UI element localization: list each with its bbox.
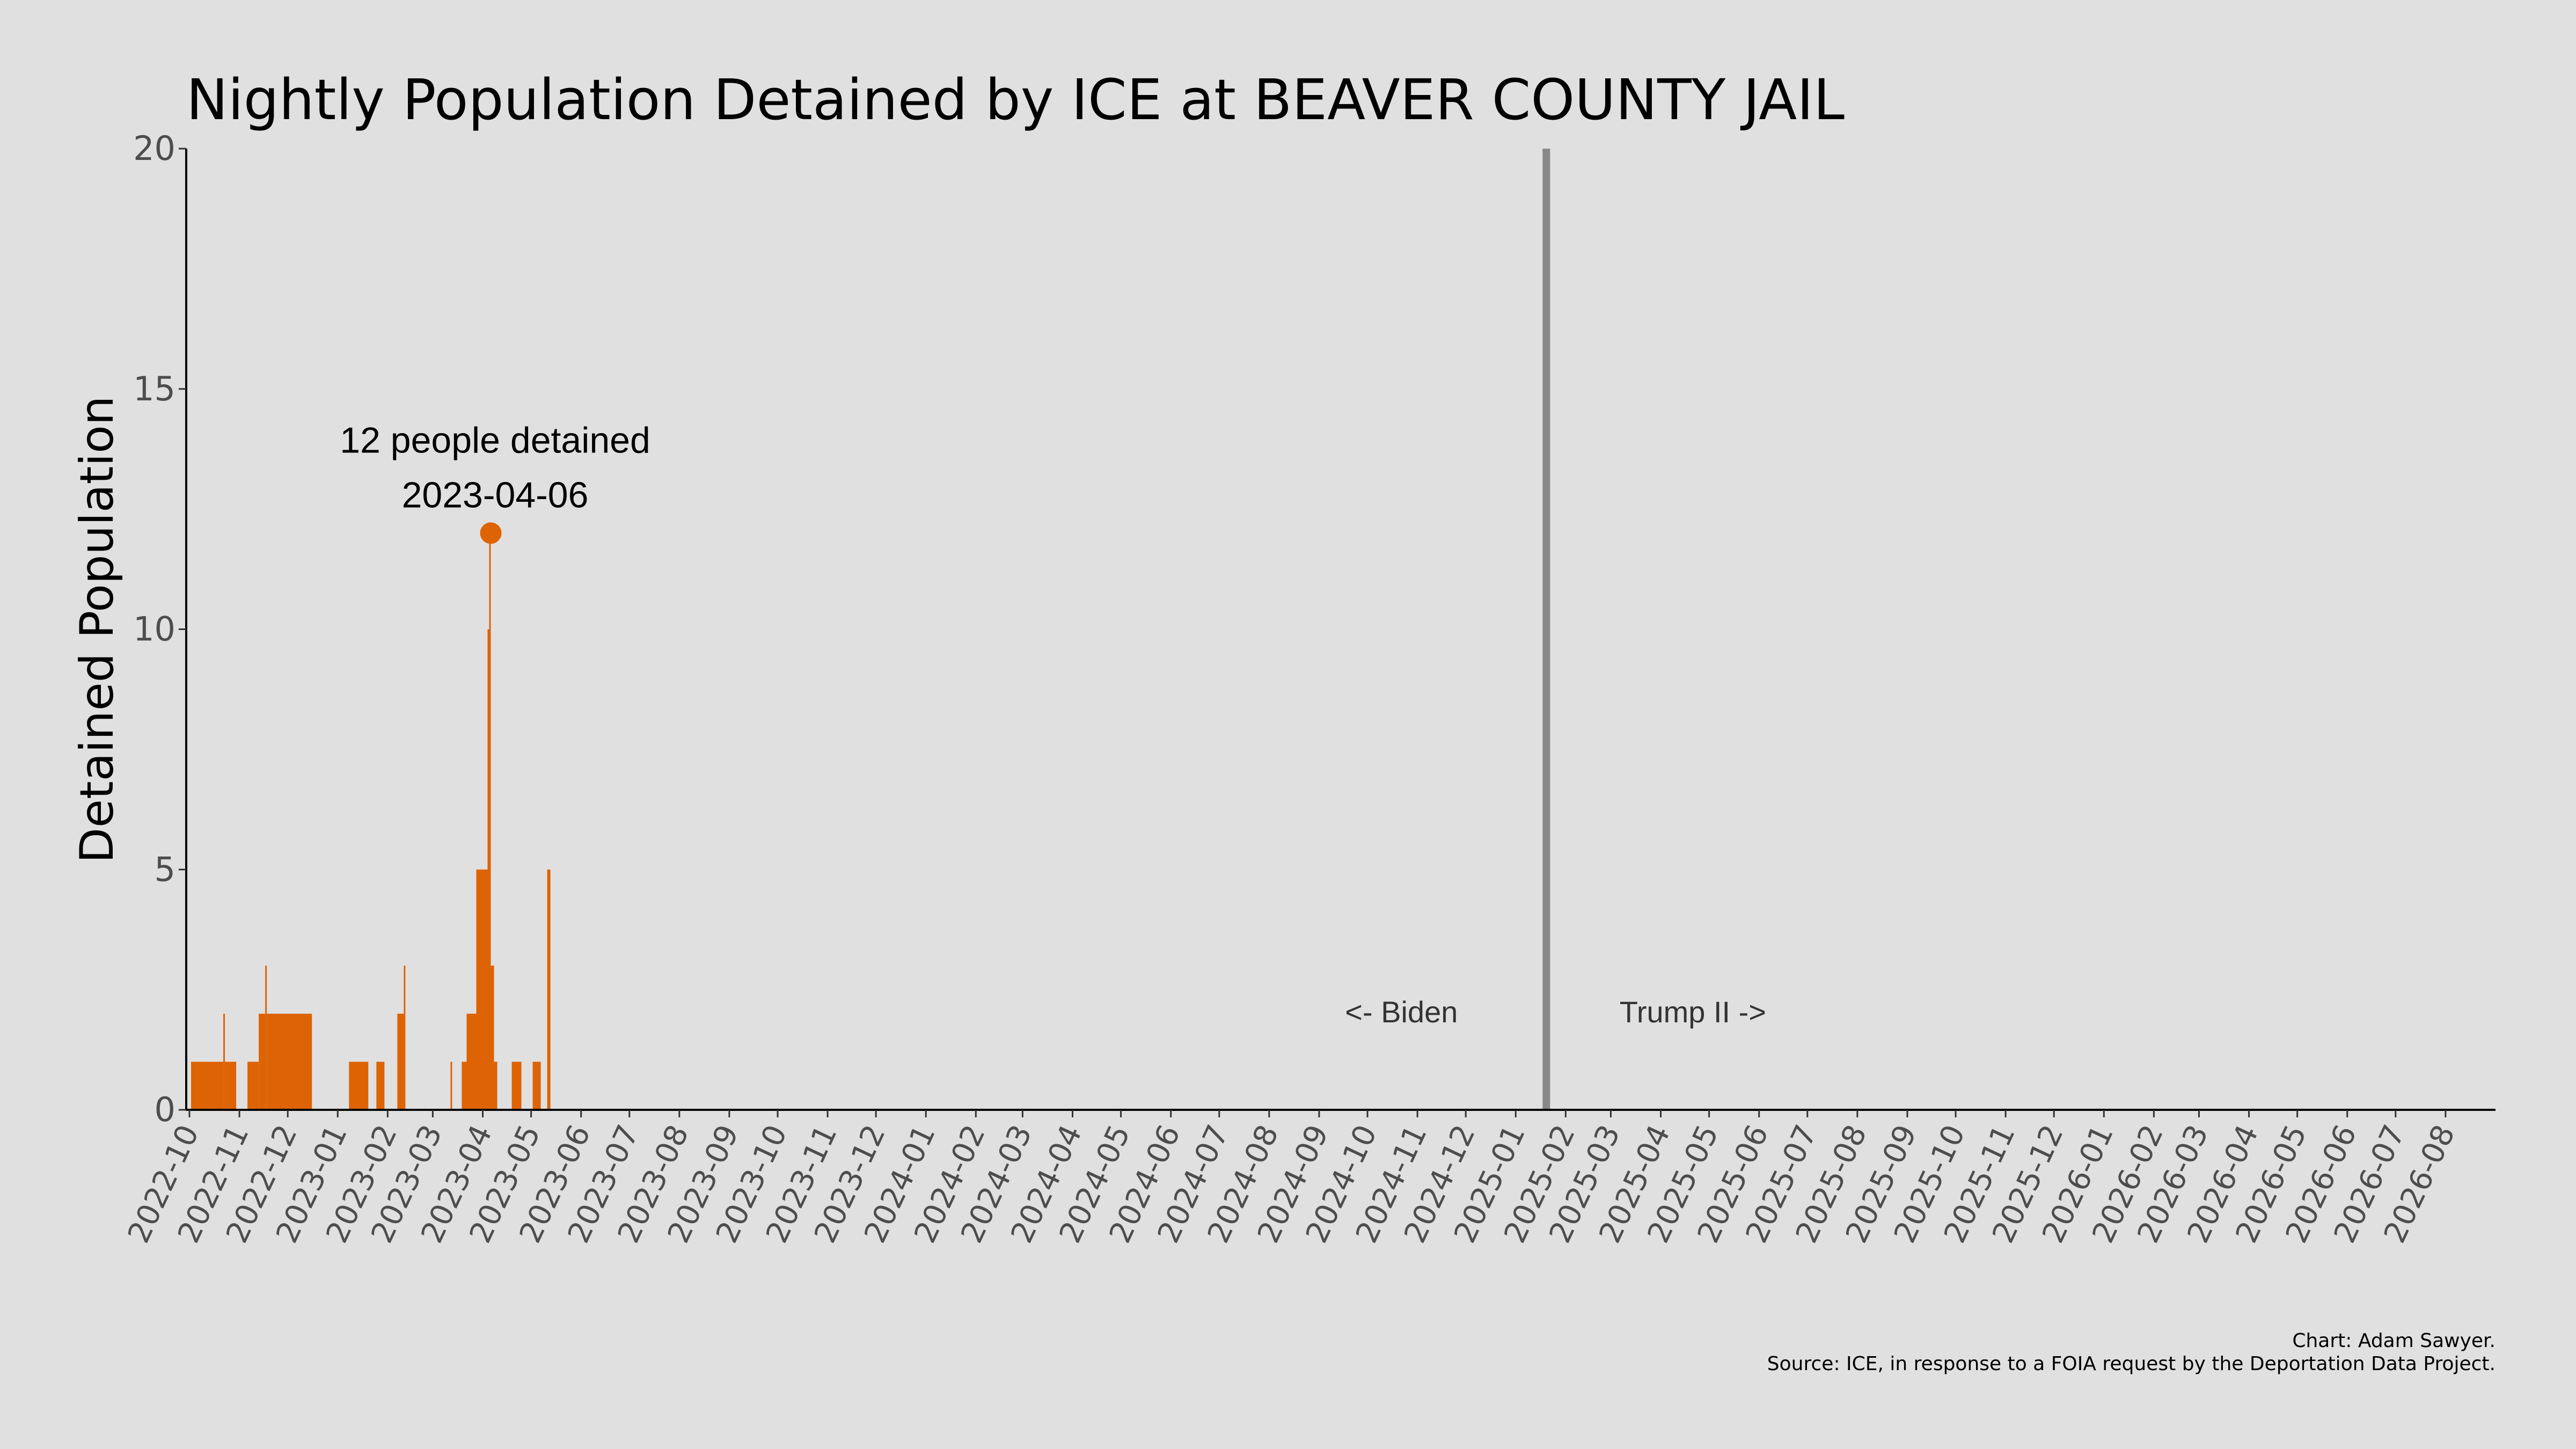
bar: [225, 1062, 237, 1110]
bar: [547, 869, 551, 1110]
bar: [491, 965, 494, 1110]
y-tick-label: 0: [155, 1090, 175, 1129]
bars-group: [191, 522, 551, 1110]
credit-author: Chart: Adam Sawyer.: [2292, 1330, 2496, 1352]
bar: [487, 629, 489, 1110]
bar: [376, 1062, 385, 1110]
y-tick-label: 10: [133, 610, 175, 649]
bar: [532, 1062, 541, 1110]
bar: [476, 869, 488, 1110]
y-axis-label: Detained Population: [70, 396, 124, 863]
bar: [247, 1062, 259, 1110]
credit-source: Source: ICE, in response to a FOIA reque…: [1767, 1353, 2496, 1375]
bar: [259, 1013, 266, 1110]
y-tick-label: 15: [133, 369, 175, 408]
axes-group: [185, 149, 2496, 1111]
chart-title: Nightly Population Detained by ICE at BE…: [186, 67, 1845, 133]
bar: [462, 1062, 467, 1110]
bar: [223, 1013, 225, 1110]
bar: [267, 1013, 312, 1110]
bar: [450, 1062, 452, 1110]
bar: [265, 965, 267, 1110]
y-ticks: 0 5 10 15 20: [133, 129, 186, 1129]
trump-era-label: Trump II ->: [1620, 995, 1766, 1029]
y-tick-label: 5: [155, 850, 175, 889]
bar: [466, 1013, 477, 1110]
peak-annotation-count: 12 people detained: [340, 420, 650, 460]
biden-era-label: <- Biden: [1345, 995, 1458, 1029]
bar: [489, 533, 491, 1110]
y-tick-label: 20: [133, 129, 175, 168]
bar: [494, 1062, 497, 1110]
bar: [397, 1013, 404, 1110]
x-ticks: 2022-102022-112022-122023-012023-022023-…: [121, 1110, 2462, 1248]
peak-annotation-date: 2023-04-06: [402, 474, 589, 515]
bar: [349, 1062, 369, 1110]
bar: [191, 1062, 224, 1110]
bar: [404, 965, 406, 1110]
peak-marker: [480, 522, 502, 544]
bar: [511, 1062, 522, 1110]
